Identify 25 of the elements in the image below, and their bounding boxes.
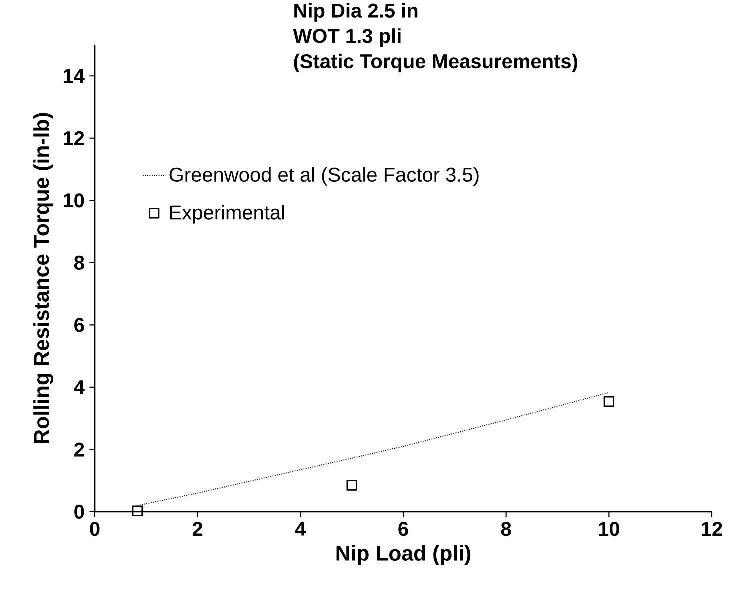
x-tick-label: 6 [398, 522, 408, 536]
y-tick-label: 4 [74, 380, 85, 394]
y-axis-title: Rolling Resistance Torque (in-lb) [34, 113, 54, 444]
chart-subtitle: WOT 1.3 pli [293, 28, 401, 48]
x-tick-label: 10 [599, 522, 620, 536]
x-tick-label: 2 [192, 522, 203, 536]
legend-label: Greenwood et al (Scale Factor 3.5) [170, 167, 479, 186]
point [346, 480, 358, 491]
legend-label: Experimental [170, 205, 284, 224]
y-tick-label: 14 [64, 69, 85, 84]
point [604, 396, 614, 408]
y-tick-label: 12 [64, 131, 84, 146]
y-tick-label: 6 [74, 318, 84, 332]
y-tick-label: 2 [74, 442, 84, 457]
point [132, 506, 144, 516]
y-tick-label: 8 [74, 256, 84, 270]
y-tick-label: 0 [74, 504, 84, 520]
x-tick-label: 4 [295, 522, 306, 536]
chart-title: Nip Dia 2.5 in [294, 3, 418, 22]
x-tick-label: 8 [501, 522, 512, 536]
annotation: (Static Torque Measurements) [294, 54, 578, 73]
x-tick-label: 12 [702, 522, 722, 536]
y-tick-label: 10 [64, 194, 84, 208]
x-tick-label: 0 [90, 522, 100, 536]
x-axis-title: Nip Load (pli) [336, 545, 471, 566]
